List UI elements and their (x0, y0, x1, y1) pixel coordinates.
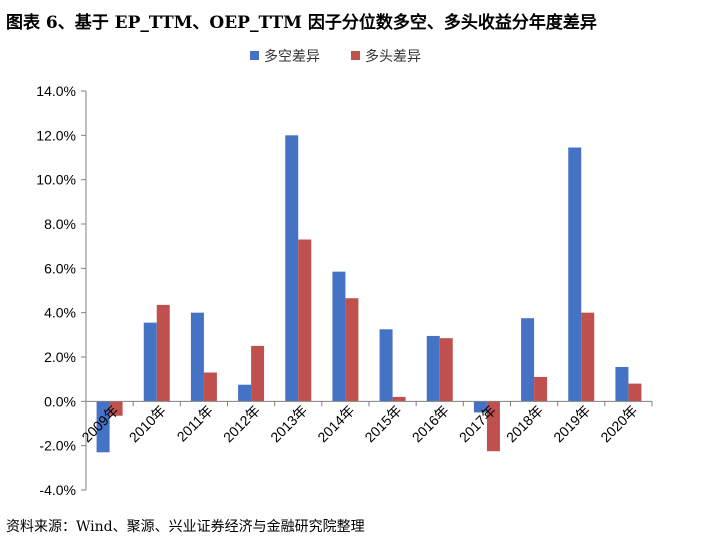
bar-long-short-2016年 (426, 335, 440, 402)
x-tick-label: 2016年 (409, 402, 452, 445)
bar-long-short-2017年 (473, 401, 487, 413)
bar-long-short-2020年 (615, 366, 629, 402)
x-axis-ticks: 2009年 2010年 2011年 2012年 2013年 2014年 2015年 2016年… (78, 402, 640, 445)
bar-long-short-2012年 (238, 384, 252, 402)
bar-long-only-2018年 (534, 376, 548, 402)
y-tick-label: 14.0% (36, 83, 76, 99)
legend-swatch-long-only (351, 51, 360, 60)
y-tick-label: 10.0% (36, 172, 76, 188)
x-tick-label: 2019年 (550, 402, 593, 445)
legend-swatch-long-short (250, 51, 259, 60)
bar-long-short-2015年 (379, 329, 393, 402)
source-note: 资料来源：Wind、聚源、兴业证券经济与金融研究院整理 (6, 519, 365, 535)
bar-long-short-2013年 (285, 135, 299, 402)
x-tick-label: 2015年 (361, 402, 404, 445)
y-tick-label: -4.0% (39, 482, 76, 498)
y-tick-label: 12.0% (36, 127, 76, 143)
y-tick-label: 6.0% (44, 260, 76, 276)
y-tick-label: 8.0% (44, 216, 76, 232)
bar-long-only-2011年 (203, 372, 217, 402)
x-tick-label: 2020年 (597, 402, 640, 445)
bar-long-short-2009年 (96, 401, 110, 453)
x-tick-label: 2012年 (220, 402, 263, 445)
x-tick-label: 2014年 (314, 402, 357, 445)
bar-long-short-2018年 (521, 318, 535, 402)
y-tick-label: 2.0% (44, 349, 76, 365)
y-tick-label: 4.0% (44, 305, 76, 321)
bars (96, 135, 642, 453)
axes (85, 91, 653, 490)
bar-long-only-2020年 (628, 383, 642, 402)
bar-long-short-2014年 (332, 271, 346, 402)
y-axis-ticks: -4.0% -2.0% 0.0% 2.0% 4.0% 6.0% 8.0% 10.0% 12.0%… (36, 83, 86, 498)
x-tick-label: 2018年 (503, 402, 546, 445)
y-tick-label: 0.0% (44, 393, 76, 409)
chart-title: 图表 6、基于 EP_TTM、OEP_TTM 因子分位数多空、多头收益分年度差异 (6, 13, 597, 33)
x-tick-label: 2013年 (267, 402, 310, 445)
bar-long-only-2009年 (109, 401, 123, 416)
bar-long-short-2019年 (568, 147, 582, 402)
x-tick-label: 2010年 (126, 402, 169, 445)
bar-long-only-2014年 (345, 298, 359, 402)
bar-long-only-2017年 (486, 401, 500, 452)
bar-long-only-2015年 (392, 396, 406, 402)
legend: 多空差异 多头差异 (250, 48, 421, 65)
bar-long-short-2011年 (190, 312, 204, 402)
bar-long-only-2012年 (251, 345, 265, 402)
x-tick-label: 2011年 (174, 402, 217, 445)
bar-long-only-2010年 (156, 304, 170, 402)
y-tick-label: -2.0% (39, 438, 76, 454)
bar-long-only-2016年 (439, 338, 453, 402)
bar-long-short-2010年 (143, 322, 157, 402)
bar-long-only-2019年 (581, 312, 595, 402)
legend-label-long-short: 多空差异 (264, 48, 320, 65)
legend-label-long-only: 多头差异 (365, 48, 421, 65)
bar-long-only-2013年 (298, 239, 312, 402)
